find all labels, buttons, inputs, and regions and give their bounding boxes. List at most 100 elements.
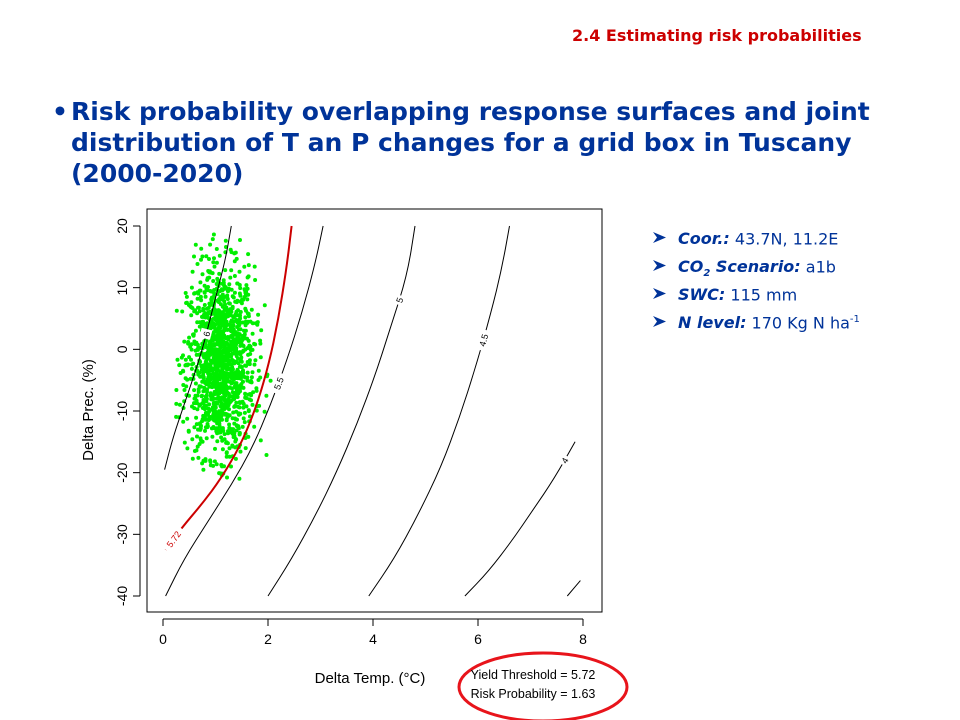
scatter-point (202, 385, 207, 390)
scatter-point (222, 432, 227, 437)
scatter-point (237, 283, 242, 287)
scatter-point (246, 338, 251, 343)
scatter-point (226, 403, 231, 408)
parameter-value: 115 mm (725, 285, 798, 305)
scatter-point (227, 301, 232, 306)
scatter-point (183, 357, 188, 362)
contour-label-group: 5.72 (160, 524, 186, 553)
scatter-point (192, 449, 197, 453)
scatter-point (215, 439, 220, 444)
contour-label: 5 (394, 296, 405, 304)
scatter-point (235, 331, 240, 336)
scatter-point (203, 425, 208, 430)
scatter-point (197, 442, 202, 446)
scatter-point (230, 386, 234, 391)
scatter-point (188, 344, 193, 349)
scatter-point (258, 341, 263, 346)
scatter-point (214, 247, 219, 251)
scatter-point (251, 390, 256, 395)
x-tick-label: 4 (369, 631, 377, 647)
scatter-point (212, 264, 217, 269)
scatter-point (188, 376, 193, 381)
scatter-point (226, 286, 231, 291)
scatter-point (222, 319, 227, 324)
scatter-point (196, 370, 200, 375)
contour-line (368, 225, 510, 597)
scatter-point (238, 449, 243, 454)
scatter-point (204, 399, 209, 404)
scatter-point (249, 393, 254, 398)
scatter-point (224, 454, 229, 459)
scatter-point (184, 300, 189, 305)
contour-label-group: 5.5 (269, 371, 287, 395)
scatter-point (230, 390, 235, 395)
scatter-point (213, 383, 218, 387)
scatter-point (224, 451, 229, 456)
scatter-point (239, 301, 244, 306)
parameter-value: 170 Kg N ha (746, 313, 850, 333)
scatter-point (192, 388, 197, 393)
contour-line (164, 225, 232, 470)
scatter-point (208, 463, 213, 468)
contour-label-bg (474, 328, 491, 352)
scatter-point (220, 304, 225, 309)
scatter-point (227, 359, 232, 364)
scatter-point (196, 291, 201, 296)
scatter-point (200, 254, 205, 259)
contour-label: 5.5 (272, 376, 286, 391)
scatter-point (183, 291, 188, 295)
scatter-point (205, 422, 210, 426)
scatter-point (196, 305, 200, 310)
scatter-point (193, 348, 198, 353)
scatter-point (227, 352, 232, 357)
scatter-point (215, 431, 220, 436)
scatter-point (225, 475, 229, 480)
x-tick-label: 8 (579, 631, 587, 647)
yield-threshold-text: Yield Threshold = 5.72 (471, 668, 596, 682)
scatter-point (210, 393, 215, 398)
scatter-point (227, 407, 231, 412)
scatter-point (207, 257, 211, 261)
scatter-point (214, 396, 219, 401)
scatter-point (228, 430, 233, 435)
scatter-point (218, 471, 223, 476)
scatter-point (220, 408, 225, 413)
scatter-point (241, 405, 246, 410)
scatter-point (186, 340, 191, 344)
scatter-point (193, 401, 198, 406)
scatter-point (201, 376, 206, 380)
scatter-point (224, 440, 229, 445)
scatter-point (200, 393, 204, 398)
scatter-point (222, 328, 227, 333)
scatter-point (203, 294, 208, 299)
scatter-point (214, 462, 219, 467)
scatter-point (221, 380, 226, 385)
scatter-point (215, 276, 220, 281)
x-tick-label: 0 (159, 631, 167, 647)
scatter-point (230, 444, 235, 449)
scatter-point (195, 434, 199, 439)
scatter-point (221, 341, 226, 346)
y-tick-label: -20 (114, 462, 130, 482)
contour-label-group: 4 (557, 453, 572, 467)
scatter-point (235, 369, 240, 374)
scatter-point (210, 237, 215, 242)
scatter-point (238, 286, 243, 291)
scatter-point (247, 343, 252, 348)
scatter-point (195, 296, 200, 301)
headline-text: Risk probability overlapping response su… (71, 97, 870, 188)
scatter-point (189, 366, 194, 371)
scatter-point (208, 242, 213, 247)
scatter-point (213, 446, 217, 451)
scatter-point (232, 404, 237, 409)
scatter-point (241, 334, 246, 338)
scatter-point (258, 375, 263, 380)
scatter-point (195, 262, 200, 266)
scatter-point (262, 409, 267, 414)
headline: • Risk probability overlapping response … (52, 96, 932, 189)
scatter-point (244, 363, 249, 368)
scatter-point (238, 327, 243, 332)
scatter-point (218, 370, 223, 374)
parameter-item: SWC: 115 mm (652, 280, 860, 308)
scatter-point (191, 361, 196, 366)
